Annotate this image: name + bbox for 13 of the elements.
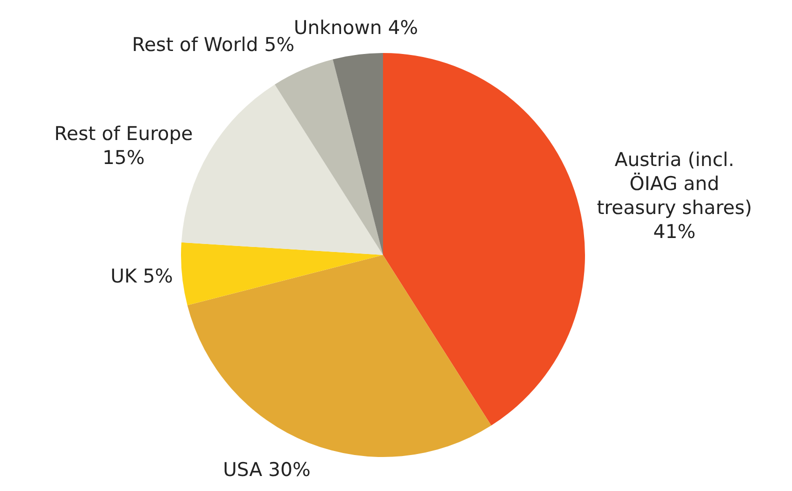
slice-label: Unknown 4% xyxy=(294,16,418,39)
data-label: 41% xyxy=(653,220,696,243)
slice-label: Rest of Europe xyxy=(54,123,193,146)
slice-label: UK 5% xyxy=(110,265,173,288)
slice-label: USA 30% xyxy=(222,458,311,481)
slice-label: Rest of World 5% xyxy=(132,34,294,56)
pie-slice xyxy=(383,53,585,426)
pie-slice xyxy=(181,242,383,306)
pie-slice xyxy=(332,53,383,255)
pie-slice xyxy=(274,59,383,255)
data-label: 15% xyxy=(102,147,145,170)
pie-slice xyxy=(187,255,492,457)
slice-label: Austria (incl. ÖIAG and treasury shares) xyxy=(596,148,752,219)
